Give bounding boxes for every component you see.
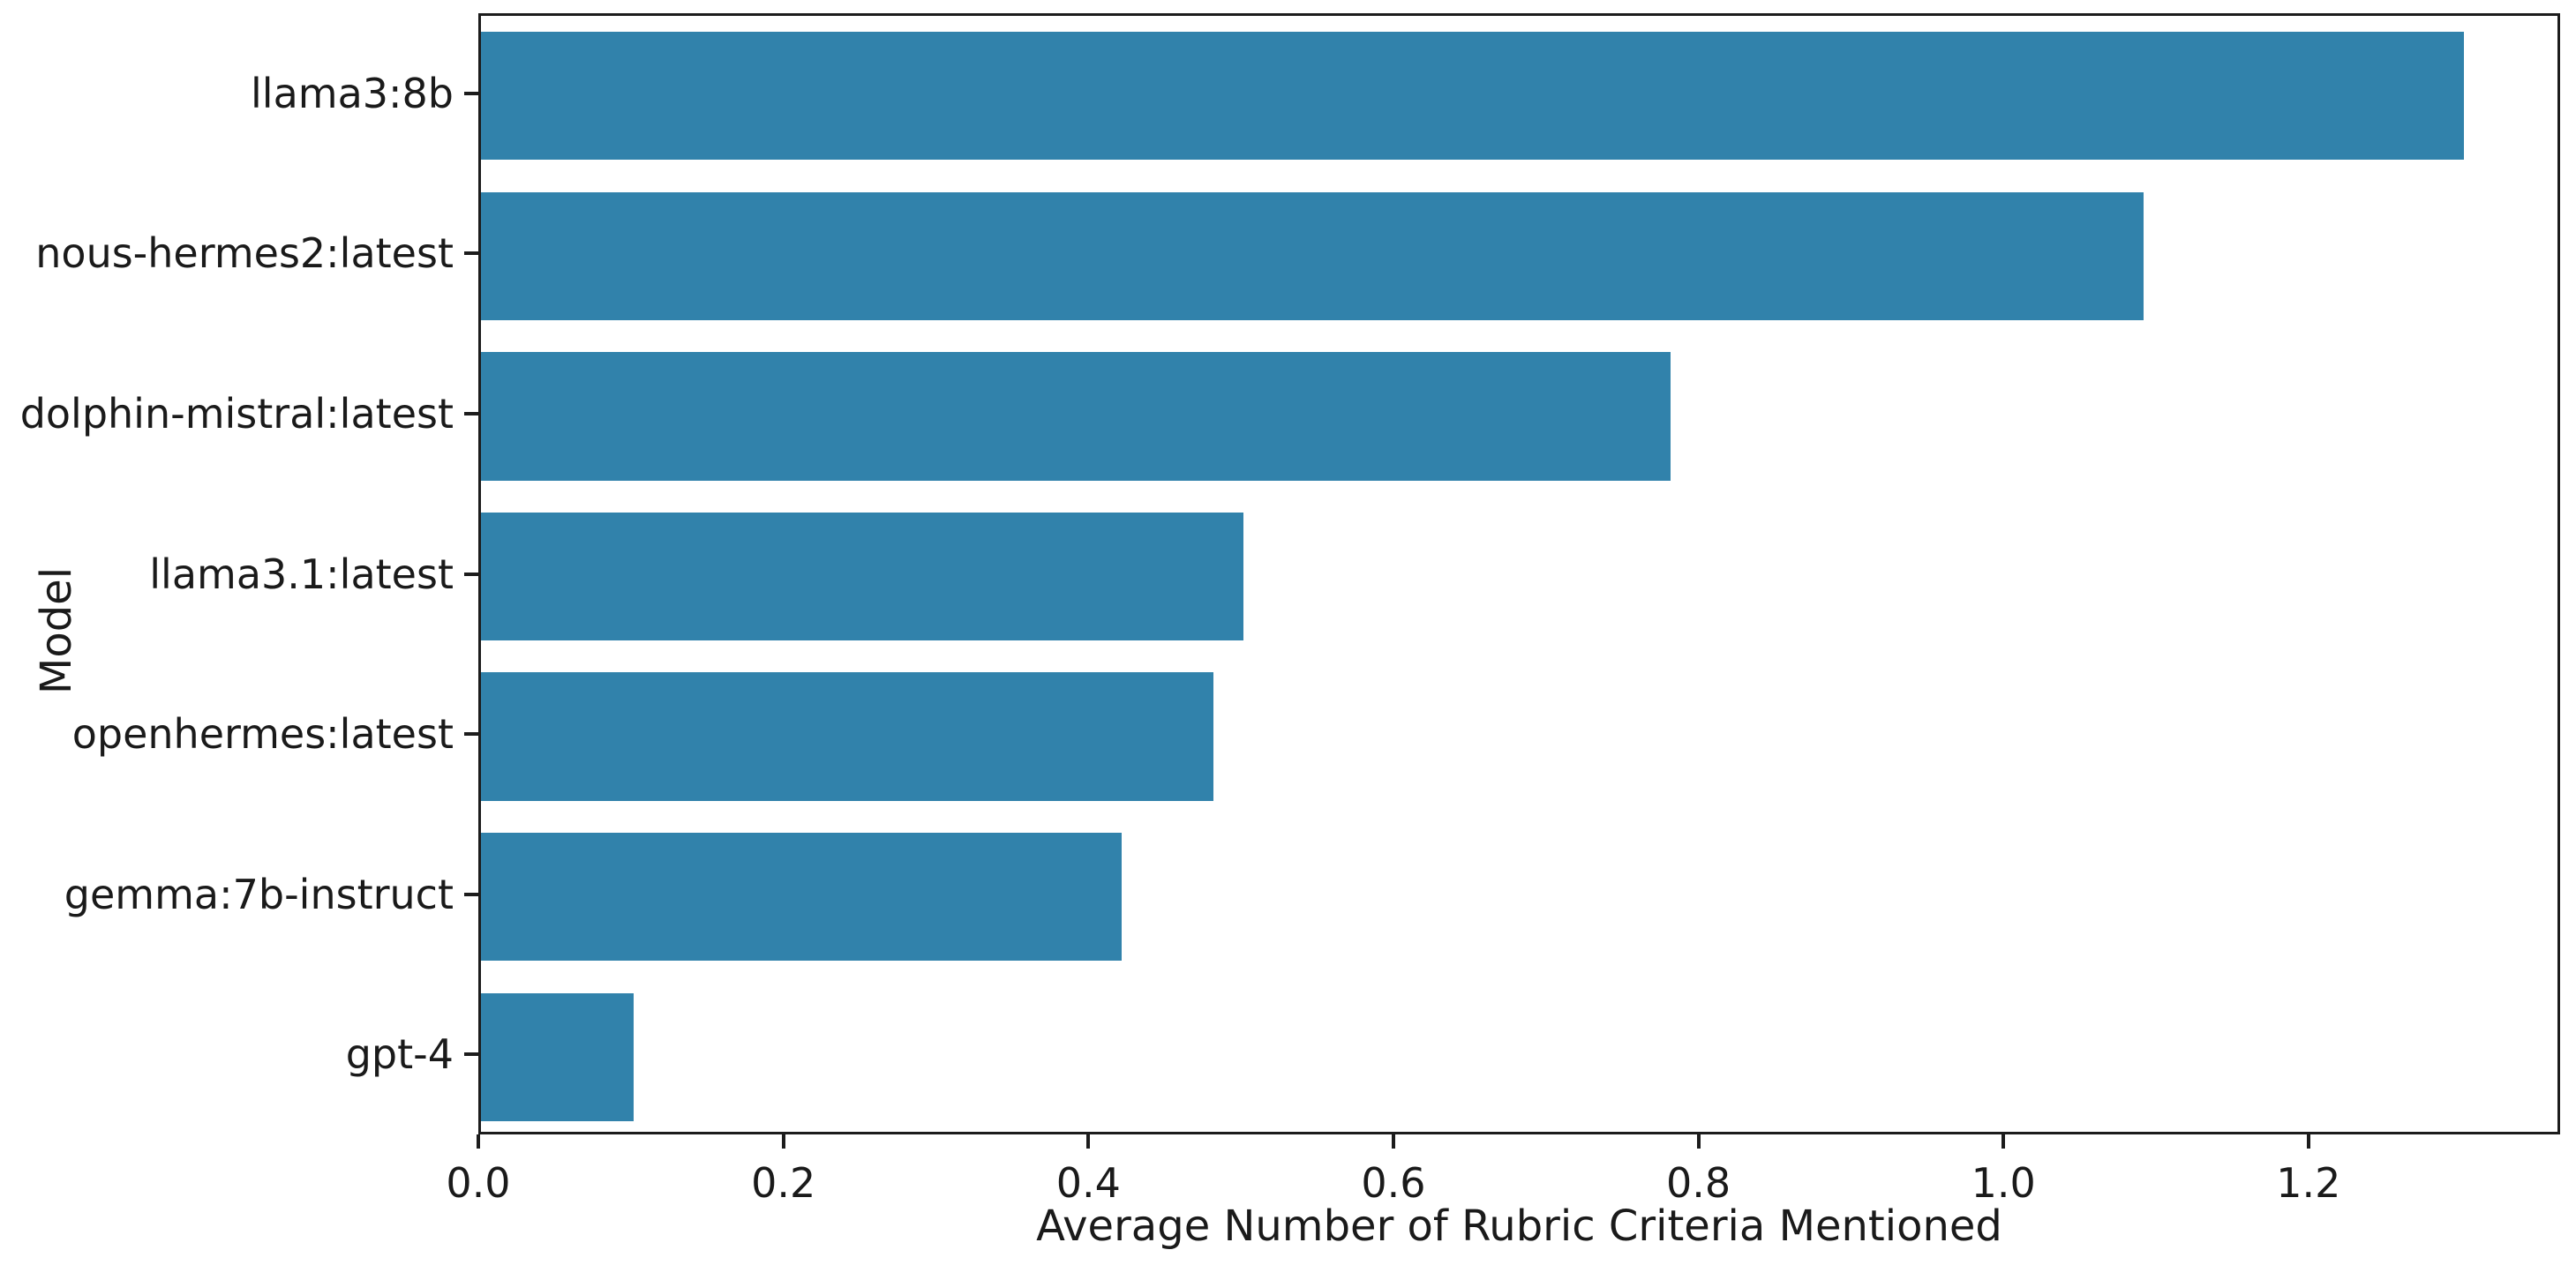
x-tick-label-1.2: 1.2: [2276, 1159, 2341, 1207]
y-tick-label-nous-hermes2-latest: nous-hermes2:latest: [35, 229, 454, 278]
x-tick-mark: [1696, 1134, 1701, 1149]
x-tick-label-0.2: 0.2: [751, 1159, 816, 1207]
y-tick-mark: [464, 251, 478, 256]
x-tick-label-0.0: 0.0: [446, 1159, 511, 1207]
x-axis-title: Average Number of Rubric Criteria Mentio…: [1036, 1201, 2002, 1251]
bar-gemma-7b-instruct: [481, 833, 1122, 962]
bar-openhermes-latest: [481, 672, 1213, 801]
bar-nous-hermes2-latest: [481, 191, 2144, 320]
x-tick-mark: [781, 1134, 785, 1149]
y-tick-mark: [464, 411, 478, 415]
y-tick-mark: [464, 572, 478, 576]
bar-llama3-1-latest: [481, 512, 1244, 641]
bar-dolphin-mistral-latest: [481, 352, 1671, 481]
bar-gpt-4: [481, 992, 634, 1121]
y-tick-mark: [464, 1052, 478, 1057]
y-tick-label-gemma-7b-instruct: gemma:7b-instruct: [64, 870, 454, 918]
y-tick-label-gpt-4: gpt-4: [345, 1030, 454, 1079]
y-tick-mark: [464, 732, 478, 737]
x-tick-mark: [2001, 1134, 2006, 1149]
y-tick-label-llama3-8b: llama3:8b: [251, 69, 454, 117]
y-tick-label-openhermes-latest: openhermes:latest: [71, 710, 454, 759]
plot-area: [478, 13, 2560, 1134]
x-tick-label-0.4: 0.4: [1055, 1159, 1121, 1207]
y-tick-label-dolphin-mistral-latest: dolphin-mistral:latest: [19, 389, 454, 438]
x-tick-label-1.0: 1.0: [1971, 1159, 2036, 1207]
x-tick-mark: [477, 1134, 480, 1149]
y-tick-label-llama3-1-latest: llama3.1:latest: [149, 550, 454, 598]
x-tick-mark: [1086, 1134, 1091, 1149]
x-tick-mark: [2306, 1134, 2310, 1149]
y-tick-mark: [464, 892, 478, 896]
bar-llama3-8b: [481, 32, 2464, 161]
x-tick-mark: [1391, 1134, 1395, 1149]
x-tick-label-0.8: 0.8: [1665, 1159, 1731, 1207]
y-tick-mark: [464, 91, 478, 95]
x-tick-label-0.6: 0.6: [1361, 1159, 1426, 1207]
